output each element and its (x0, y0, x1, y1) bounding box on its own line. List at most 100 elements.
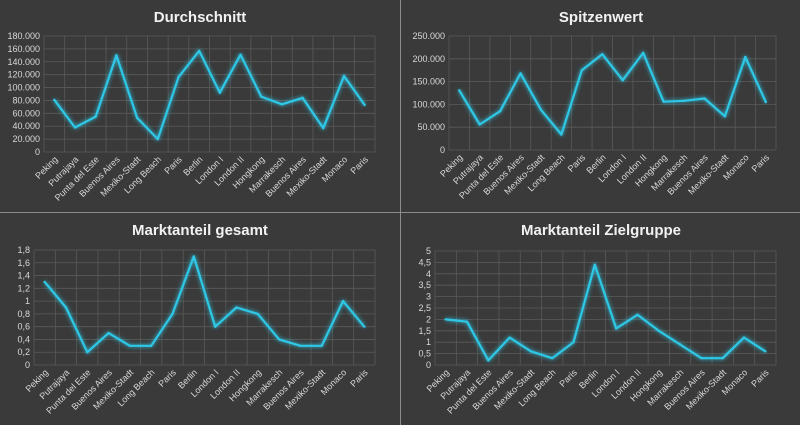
spitzenwert-title: Spitzenwert (559, 9, 643, 26)
durchschnitt-y-tick-label: 160.000 (7, 44, 40, 54)
marktanteil-zielgruppe-x-tick-label: Paris (557, 367, 579, 389)
spitzenwert-data-point (478, 123, 481, 126)
durchschnitt-y-tick-label: 40.000 (12, 121, 40, 131)
horizontal-divider (0, 212, 800, 213)
spitzenwert-y-tick-label: 100.000 (412, 99, 445, 109)
marktanteil-gesamt-y-tick-label: 0 (25, 360, 30, 370)
chart-marktanteil-zielgruppe: Marktanteil Zielgruppe 00,5 11,5 22,53 3,54 4… (418, 222, 777, 416)
durchschnitt-y-tick-label: 120.000 (7, 70, 40, 80)
durchschnitt-y-tick-label: 60.000 (12, 108, 40, 118)
spitzenwert-y-tick-label: 200.000 (412, 54, 445, 64)
durchschnitt-data-point (197, 49, 201, 53)
marktanteil-zielgruppe-data-point (487, 359, 490, 362)
marktanteil-gesamt-x-tick-label: Paris (156, 367, 178, 389)
marktanteil-zielgruppe-y-tick-label: 1,5 (418, 326, 431, 336)
marktanteil-gesamt-y-tick-label: 1,6 (17, 258, 30, 268)
durchschnitt-data-point (135, 116, 139, 120)
durchschnitt-data-point (156, 137, 159, 141)
spitzenwert-series-line (458, 51, 767, 136)
spitzenwert-data-point (539, 108, 543, 112)
durchschnitt-data-point (363, 103, 366, 107)
marktanteil-gesamt-y-tick-label: 1,8 (17, 245, 30, 255)
chart-panel-durchschnitt: Durchschnitt 0 20.000 40.000 60.000 80.000 100… (0, 0, 400, 212)
marktanteil-gesamt-data-point (320, 344, 323, 348)
chart-spitzenwert: Spitzenwert 0 50.000 100.000 150.000 200.000 2… (412, 9, 777, 201)
marktanteil-gesamt-data-point (86, 351, 89, 354)
marktanteil-gesamt-data-point (235, 306, 238, 309)
marktanteil-gesamt-y-tick-label: 0,4 (17, 334, 30, 344)
durchschnitt-data-point (322, 126, 325, 130)
spitzenwert-data-point (641, 51, 645, 55)
marktanteil-zielgruppe-data-point (593, 263, 597, 266)
spitzenwert-data-point (764, 100, 767, 104)
marktanteil-zielgruppe-data-point (764, 350, 767, 353)
marktanteil-gesamt-y-tick-label: 1 (25, 296, 30, 306)
durchschnitt-data-point (53, 98, 56, 102)
marktanteil-gesamt-data-point (341, 299, 345, 303)
marktanteil-zielgruppe-title: Marktanteil Zielgruppe (521, 222, 681, 239)
durchschnitt-data-point (218, 91, 222, 94)
spitzenwert-y-tick-label: 0 (440, 145, 445, 155)
marktanteil-gesamt-y-tick-label: 1,4 (17, 271, 30, 281)
marktanteil-gesamt-data-point (256, 312, 259, 316)
durchschnitt-title: Durchschnitt (154, 9, 247, 26)
spitzenwert-data-point (682, 99, 686, 102)
marktanteil-zielgruppe-y-tick-label: 4,5 (418, 257, 431, 267)
spitzenwert-data-point (458, 89, 461, 92)
marktanteil-zielgruppe-y-tick-label: 5 (426, 246, 431, 256)
marktanteil-gesamt-data-point (277, 338, 281, 341)
durchschnitt-data-point (239, 53, 242, 56)
durchschnitt-y-tick-label: 180.000 (7, 31, 40, 41)
marktanteil-zielgruppe-y-tick-label: 0,5 (418, 349, 431, 359)
marktanteil-zielgruppe-data-point (614, 327, 618, 330)
durchschnitt-data-point (301, 96, 304, 100)
marktanteil-zielgruppe-data-point (444, 318, 447, 321)
marktanteil-gesamt-y-tick-label: 0,8 (17, 309, 30, 319)
marktanteil-zielgruppe-y-tick-label: 2,5 (418, 303, 431, 313)
marktanteil-zielgruppe-data-point (721, 356, 724, 360)
marktanteil-gesamt-series-line (43, 255, 366, 354)
durchschnitt-data-point (115, 54, 118, 57)
marktanteil-gesamt-data-point (213, 325, 217, 328)
marktanteil-zielgruppe-series-line (445, 263, 766, 362)
spitzenwert-data-point (662, 100, 665, 103)
durchschnitt-x-tick-label: Paris (348, 154, 370, 176)
marktanteil-zielgruppe-y-tick-label: 4 (426, 269, 431, 279)
durchschnitt-data-point (73, 126, 77, 129)
marktanteil-gesamt-data-point (128, 344, 132, 348)
spitzenwert-y-tick-label: 150.000 (412, 77, 445, 87)
marktanteil-gesamt-data-point (150, 344, 153, 348)
durchschnitt-y-tick-label: 0 (35, 147, 40, 157)
marktanteil-gesamt-data-point (363, 325, 366, 328)
chart-marktanteil-gesamt: Marktanteil gesamt 0 0,2 0,4 0,6 0,8 1 1,2 1,4 1,… (17, 222, 376, 416)
spitzenwert-data-point (560, 133, 563, 136)
marktanteil-zielgruppe-y-tick-label: 3 (426, 292, 431, 302)
marktanteil-gesamt-x-tick-label: Paris (348, 367, 370, 389)
marktanteil-gesamt-data-point (192, 255, 196, 258)
marktanteil-gesamt-y-tick-label: 0,2 (17, 347, 30, 357)
durchschnitt-x-tick-label: Paris (162, 154, 184, 176)
marktanteil-gesamt-y-tick-label: 0,6 (17, 322, 30, 332)
spitzenwert-data-point (519, 72, 522, 75)
marktanteil-zielgruppe-y-tick-label: 0 (426, 360, 431, 370)
marktanteil-zielgruppe-y-tick-label: 2 (426, 314, 431, 324)
chart-panel-marktanteil-gesamt: Marktanteil gesamt 0 0,2 0,4 0,6 0,8 1 1,2 1,4 1,… (0, 213, 400, 425)
durchschnitt-data-point (94, 115, 97, 118)
spitzenwert-data-point (744, 55, 747, 59)
spitzenwert-data-point (723, 115, 727, 118)
chart-panel-spitzenwert: Spitzenwert 0 50.000 100.000 150.000 200.000 2… (401, 0, 800, 212)
marktanteil-zielgruppe-data-point (572, 341, 575, 344)
spitzenwert-data-point (498, 110, 502, 113)
marktanteil-zielgruppe-data-point (636, 313, 639, 317)
durchschnitt-series-line (53, 49, 366, 141)
marktanteil-zielgruppe-data-point (529, 350, 533, 353)
durchschnitt-data-point (342, 74, 346, 78)
marktanteil-zielgruppe-data-point (465, 320, 469, 323)
marktanteil-gesamt-data-point (64, 306, 68, 309)
marktanteil-gesamt-data-point (171, 312, 174, 316)
marktanteil-zielgruppe-data-point (678, 343, 682, 346)
marktanteil-zielgruppe-data-point (551, 356, 554, 360)
spitzenwert-y-tick-label: 250.000 (412, 31, 445, 41)
durchschnitt-data-point (260, 95, 263, 98)
durchschnitt-y-tick-label: 100.000 (7, 83, 40, 93)
